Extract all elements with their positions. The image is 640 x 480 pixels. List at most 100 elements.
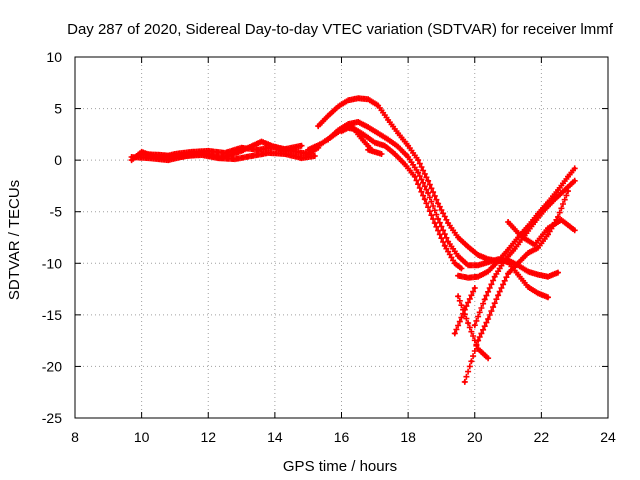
data-point: [366, 125, 370, 129]
x-tick-label: 18: [400, 429, 416, 445]
series-track-cross-up: [451, 285, 478, 337]
data-point: [376, 103, 380, 108]
data-point: [199, 151, 204, 155]
data-point: [443, 244, 447, 248]
data-point: [496, 259, 500, 263]
data-point: [313, 154, 317, 158]
series-track-recovery-d: [505, 217, 578, 248]
y-tick-label: -10: [42, 255, 62, 271]
series-track-early-c: [138, 138, 305, 162]
data-point: [556, 215, 560, 219]
data-point: [160, 153, 164, 157]
data-point: [519, 234, 523, 239]
series-track-hump-tail: [365, 146, 385, 157]
data-point: [319, 142, 324, 146]
data-point: [533, 243, 537, 247]
data-point: [339, 129, 344, 133]
data-point: [403, 162, 407, 166]
data-point: [223, 151, 227, 155]
series-track-recovery-b: [471, 177, 578, 329]
series-track-recovery-c: [461, 188, 571, 385]
x-axis-title: GPS time / hours: [283, 458, 397, 475]
data-point: [299, 144, 304, 148]
data-point: [336, 104, 340, 109]
data-point: [543, 208, 547, 212]
y-tick-label: 0: [54, 152, 62, 168]
x-tick-label: 12: [200, 429, 216, 445]
data-point: [316, 124, 320, 128]
data-point: [466, 263, 470, 267]
data-point: [476, 275, 480, 279]
data-point: [466, 245, 470, 249]
data-point: [366, 148, 370, 152]
data-point: [459, 266, 464, 271]
data-point: [393, 152, 397, 156]
data-point: [493, 275, 497, 279]
data-point: [266, 151, 270, 155]
data-point: [349, 124, 354, 128]
data-point: [256, 148, 260, 152]
data-point: [433, 221, 437, 225]
x-tick-label: 10: [134, 429, 150, 445]
data-point: [526, 251, 530, 255]
x-tick-label: 8: [71, 429, 79, 445]
data-point: [463, 308, 467, 312]
data-point: [413, 175, 417, 179]
data-point: [180, 155, 184, 159]
data-point: [496, 293, 500, 297]
data-point: [333, 132, 337, 136]
data-point: [566, 189, 570, 193]
data-point: [456, 254, 460, 258]
data-point: [383, 144, 387, 148]
data-point: [526, 285, 530, 289]
x-tick-label: 16: [334, 429, 350, 445]
data-point: [356, 120, 360, 124]
data-point: [573, 179, 577, 183]
data-point: [436, 201, 440, 206]
data-point: [426, 179, 430, 183]
data-point: [506, 248, 510, 252]
data-point: [483, 297, 487, 301]
data-point: [556, 188, 560, 192]
data-point: [446, 240, 450, 244]
data-point: [423, 197, 427, 201]
data-point: [406, 144, 410, 148]
data-point: [533, 220, 537, 224]
data-point: [219, 156, 224, 160]
data-point: [453, 261, 457, 265]
data-point: [359, 136, 364, 141]
data-point: [536, 246, 540, 250]
data-point: [506, 272, 510, 276]
y-axis-title: SDTVAR / TECUs: [6, 180, 23, 300]
data-point: [416, 170, 420, 175]
data-point: [283, 152, 287, 156]
data-point: [386, 137, 390, 142]
data-point: [346, 98, 350, 102]
data-point: [453, 331, 457, 336]
data-point: [486, 269, 490, 274]
data-point: [140, 152, 144, 156]
data-point: [279, 148, 284, 152]
data-point: [416, 158, 420, 162]
data-point: [373, 141, 377, 145]
data-point: [466, 276, 470, 280]
data-point: [486, 356, 490, 360]
data-point: [456, 274, 460, 278]
data-point: [473, 323, 477, 327]
data-point: [259, 139, 264, 144]
axis-ticks: 8 10 12 14 16 18 20 22 24 -25 -20 -15 -10 -5 0 5 10: [42, 49, 616, 445]
data-point: [166, 158, 170, 162]
data-point: [476, 347, 480, 351]
data-point: [456, 294, 460, 298]
data-point: [406, 155, 410, 159]
data-point: [306, 148, 310, 152]
y-tick-label: -20: [42, 358, 62, 374]
data-point: [553, 197, 557, 201]
data-point: [426, 191, 430, 195]
data-point: [546, 295, 550, 299]
data-point: [486, 260, 490, 264]
data-point: [513, 247, 517, 251]
data-point: [526, 269, 530, 274]
data-point: [299, 156, 304, 160]
